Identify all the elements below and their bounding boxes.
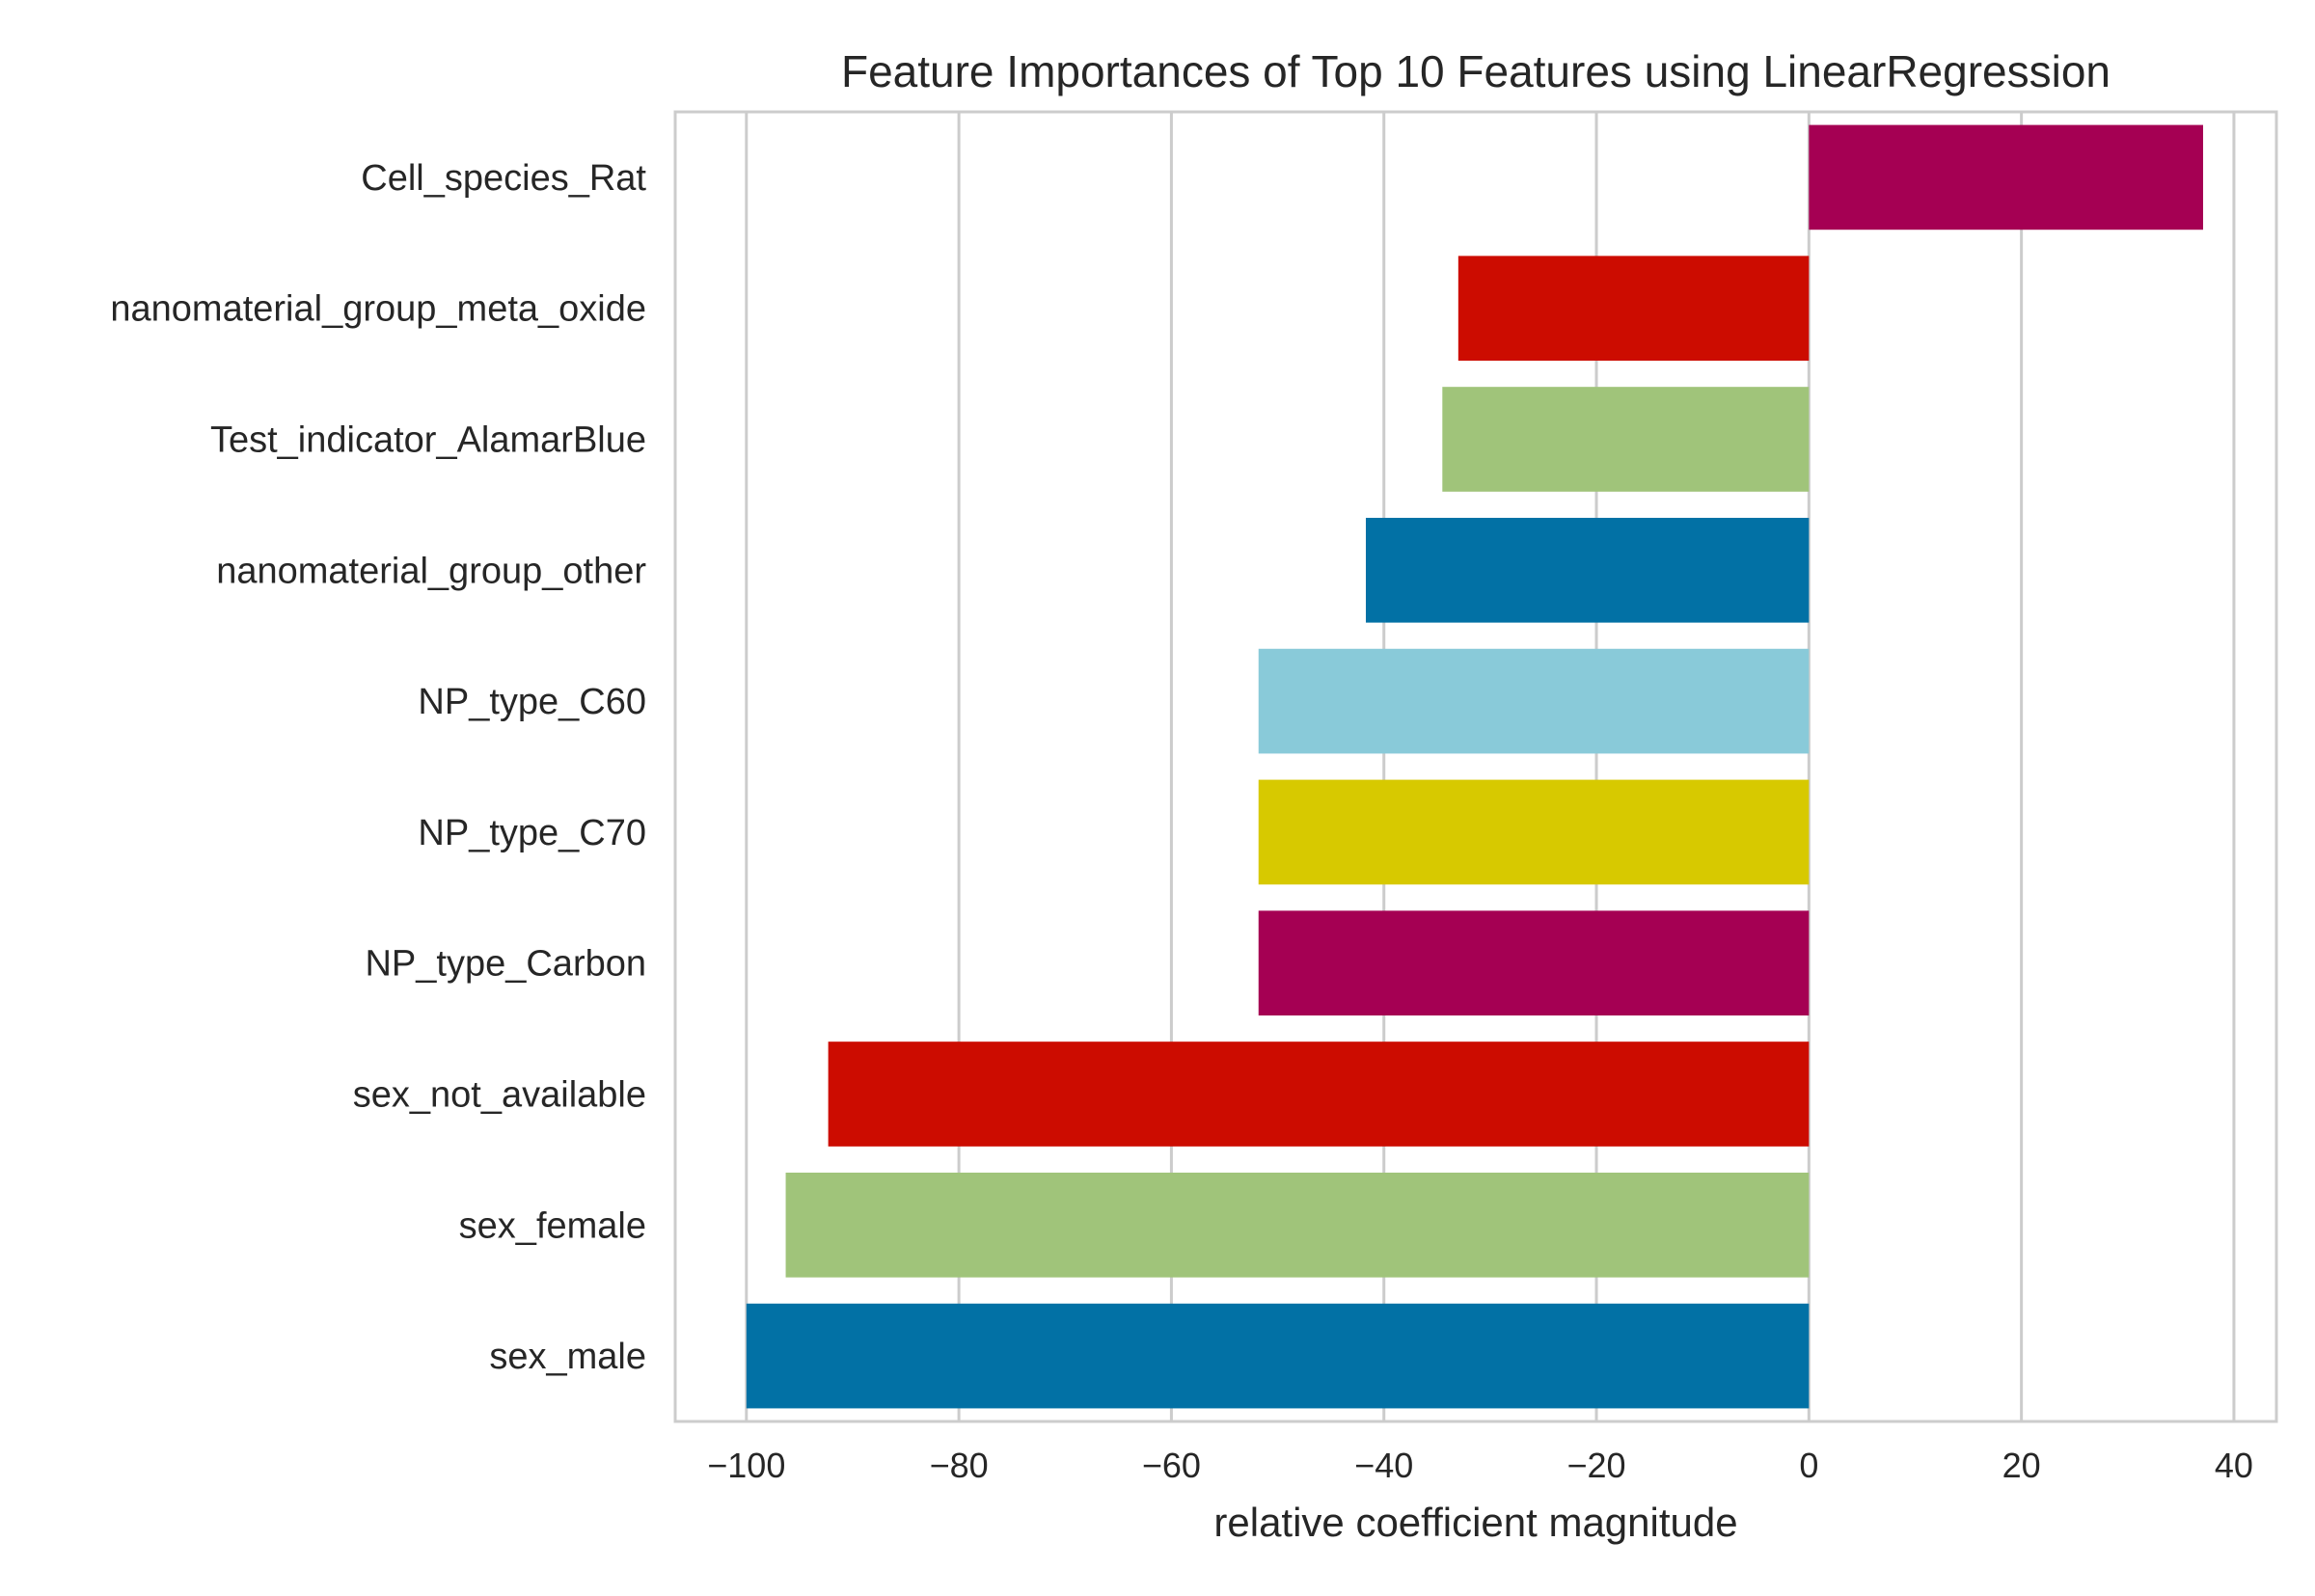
x-axis-ticks: −100 −80 −60 −40 −20 0 20 40 [707, 1446, 2253, 1485]
y-category-label: sex_male [489, 1337, 646, 1377]
bar-test-indicator-alamarblue [1442, 387, 1810, 492]
gridlines [745, 112, 2236, 1421]
x-tick-label: 20 [2002, 1446, 2041, 1485]
x-tick-label: −40 [1354, 1446, 1413, 1485]
x-tick-label: −100 [707, 1446, 785, 1485]
x-axis-label: relative coefficient magnitude [1213, 1500, 1737, 1545]
y-category-label: Cell_species_Rat [361, 158, 646, 199]
bars [746, 124, 2203, 1409]
y-category-label: sex_not_available [353, 1075, 646, 1116]
plot-area-frame [673, 110, 2278, 1423]
bar-cell-species-rat [1809, 124, 2203, 230]
x-tick-label: 0 [1799, 1446, 1818, 1485]
y-category-label: NP_type_C60 [418, 682, 646, 722]
y-category-label: Test_indicator_AlamarBlue [210, 420, 646, 461]
y-category-label: NP_type_C70 [418, 813, 646, 853]
bar-sex-female [785, 1172, 1810, 1278]
x-tick-label: −60 [1142, 1446, 1201, 1485]
y-category-label: nanomaterial_group_other [216, 551, 646, 591]
bar-sex-male [746, 1303, 1810, 1409]
y-category-label: sex_female [459, 1205, 646, 1246]
chart-title: Feature Importances of Top 10 Features u… [841, 46, 2111, 96]
x-tick-label: 40 [2215, 1446, 2253, 1485]
bar-np-type-carbon [1258, 910, 1810, 1016]
y-category-label: NP_type_Carbon [365, 944, 646, 985]
bar-np-type-c60 [1258, 648, 1810, 754]
x-tick-label: −20 [1566, 1446, 1625, 1485]
bar-np-type-c70 [1258, 779, 1810, 885]
x-tick-label: −80 [930, 1446, 989, 1485]
y-category-label: nanomaterial_group_meta_oxide [110, 289, 646, 330]
bar-nanomaterial-group-meta-oxide [1457, 256, 1810, 362]
bar-sex-not-available [828, 1041, 1810, 1147]
y-axis-categories: Cell_species_Rat nanomaterial_group_meta_… [110, 158, 646, 1377]
bar-nanomaterial-group-other [1365, 517, 1810, 623]
